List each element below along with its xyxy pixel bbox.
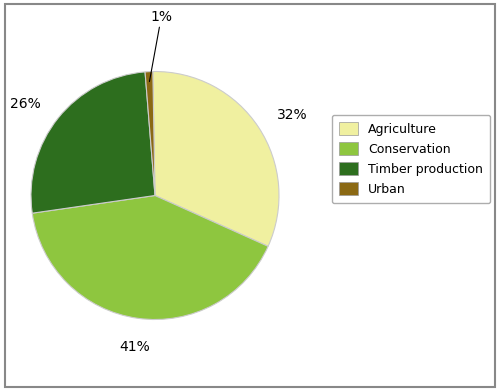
Text: 41%: 41% xyxy=(120,341,150,354)
Text: 26%: 26% xyxy=(10,97,40,111)
Legend: Agriculture, Conservation, Timber production, Urban: Agriculture, Conservation, Timber produc… xyxy=(332,115,490,203)
Text: 1%: 1% xyxy=(150,11,172,82)
Wedge shape xyxy=(31,72,155,213)
Wedge shape xyxy=(32,196,268,319)
Text: 32%: 32% xyxy=(277,108,308,122)
Wedge shape xyxy=(145,72,155,196)
Wedge shape xyxy=(153,72,279,246)
